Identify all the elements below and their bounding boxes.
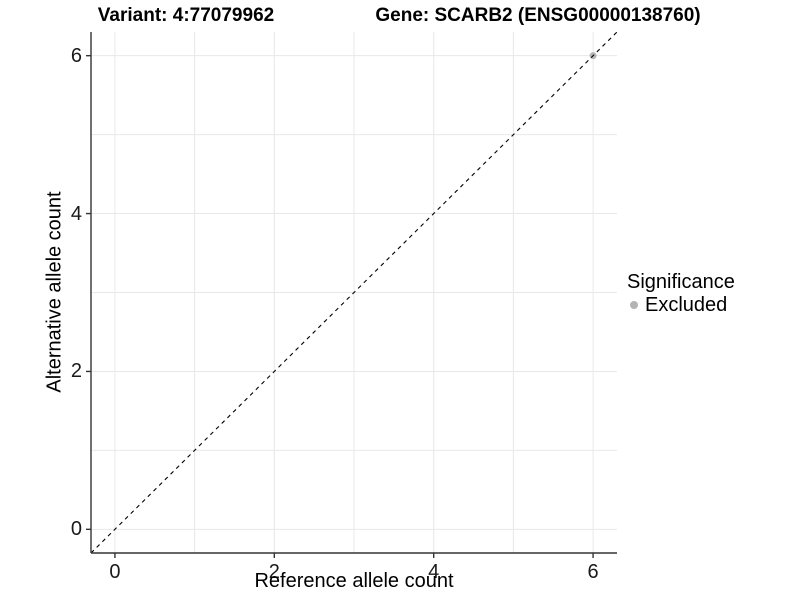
legend-point-icon: [630, 301, 638, 309]
legend-item-excluded: Excluded: [627, 294, 735, 316]
x-tick-label: 6: [587, 561, 599, 583]
plot-title-gene: Gene: SCARB2 (ENSG00000138760): [375, 5, 701, 26]
plot-title-variant: Variant: 4:77079962: [97, 5, 275, 26]
identity-line: [90, 31, 618, 554]
legend-item-label: Excluded: [645, 294, 728, 316]
y-tick-label: 4: [70, 202, 82, 225]
y-tick-label: 6: [70, 44, 82, 67]
x-axis-title: Reference allele count: [254, 570, 454, 592]
x-tick-label: 0: [109, 561, 121, 583]
y-axis-title: Alternative allele count: [43, 191, 66, 393]
y-tick-label: 2: [70, 360, 82, 383]
y-tick-label: 0: [70, 518, 82, 541]
legend: Significance Excluded: [627, 271, 735, 316]
x-tick-label: 4: [428, 561, 440, 583]
x-tick-label: 2: [268, 561, 280, 583]
legend-title: Significance: [627, 271, 735, 293]
